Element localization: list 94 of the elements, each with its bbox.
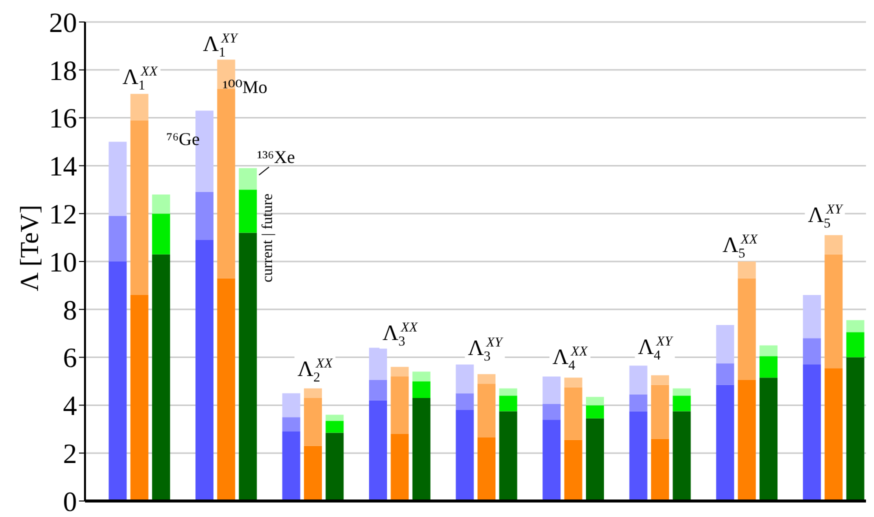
bar (478, 374, 496, 384)
y-tick-label: 12 (49, 200, 77, 231)
bar (369, 400, 388, 501)
bar (390, 366, 409, 376)
bar (716, 363, 734, 385)
bar (152, 214, 170, 254)
y-tick-label: 2 (63, 439, 77, 470)
bar (651, 375, 670, 385)
bar (586, 405, 604, 418)
bar (108, 262, 127, 501)
bar (369, 348, 388, 380)
bar (152, 254, 170, 501)
bar (152, 194, 170, 214)
bar (130, 120, 148, 296)
bar (130, 295, 148, 501)
bar (108, 142, 127, 216)
bar (499, 388, 518, 396)
bar (217, 278, 236, 501)
y-tick-label: 20 (49, 8, 77, 39)
y-tick-label: 16 (49, 104, 77, 135)
bar (326, 432, 344, 501)
y-tick-label: 0 (63, 486, 77, 517)
bar (564, 440, 582, 501)
bar (499, 396, 518, 412)
y-tick-label: 10 (49, 247, 77, 278)
bar (716, 384, 734, 501)
bar (499, 411, 518, 501)
bar (456, 410, 474, 501)
bar (542, 376, 561, 404)
bar (238, 168, 257, 190)
bar (738, 278, 756, 380)
bar (629, 394, 648, 412)
bar (846, 332, 864, 358)
bar (629, 411, 648, 501)
bar (846, 357, 864, 501)
bar (760, 356, 778, 378)
bar (195, 240, 214, 501)
bar (651, 438, 670, 501)
bar (195, 192, 214, 240)
annotation: ¹³⁶Xe (256, 147, 296, 168)
y-tick-label: 14 (49, 152, 77, 183)
bar (412, 398, 430, 501)
bar (716, 324, 734, 364)
bar (412, 372, 430, 382)
bar (238, 232, 257, 501)
bar (238, 190, 257, 233)
annotation: current | future (260, 192, 276, 284)
bar (130, 94, 148, 120)
bar (824, 254, 843, 368)
bar (542, 420, 561, 501)
bar (108, 216, 127, 262)
y-tick-label: 18 (49, 56, 77, 87)
bar (672, 411, 691, 501)
bar (282, 417, 300, 432)
bar (586, 396, 604, 406)
bar (672, 396, 691, 412)
bar (478, 384, 496, 438)
y-axis-title: Λ [TeV] (15, 204, 45, 292)
bar (672, 388, 691, 396)
bar (369, 380, 388, 400)
bar (282, 432, 300, 501)
bar (282, 393, 300, 418)
bar (456, 364, 474, 394)
bar (412, 381, 430, 398)
bar (760, 378, 778, 501)
bar (478, 438, 496, 501)
bar (824, 368, 843, 501)
bar (738, 262, 756, 278)
bar (390, 376, 409, 434)
annotation: ¹⁰⁰Mo (222, 77, 268, 98)
bar (629, 366, 648, 394)
bar (304, 388, 322, 398)
bar (651, 384, 670, 439)
bar (390, 434, 409, 501)
bar (456, 393, 474, 410)
bar (586, 418, 604, 501)
bar (802, 364, 821, 501)
bar (824, 235, 843, 254)
bar (304, 398, 322, 446)
bar (304, 446, 322, 501)
bar (564, 387, 582, 440)
bar (542, 404, 561, 420)
bar (802, 295, 821, 338)
bar (564, 378, 582, 388)
y-tick-label: 6 (63, 343, 77, 374)
bar (760, 345, 778, 356)
y-tick-label: 4 (63, 391, 77, 422)
annotation: ⁷⁶Ge (165, 129, 201, 150)
bar (738, 380, 756, 501)
bar (326, 414, 344, 421)
bar (326, 420, 344, 433)
bar (802, 338, 821, 364)
bar (846, 320, 864, 332)
y-tick-label: 8 (63, 295, 77, 326)
